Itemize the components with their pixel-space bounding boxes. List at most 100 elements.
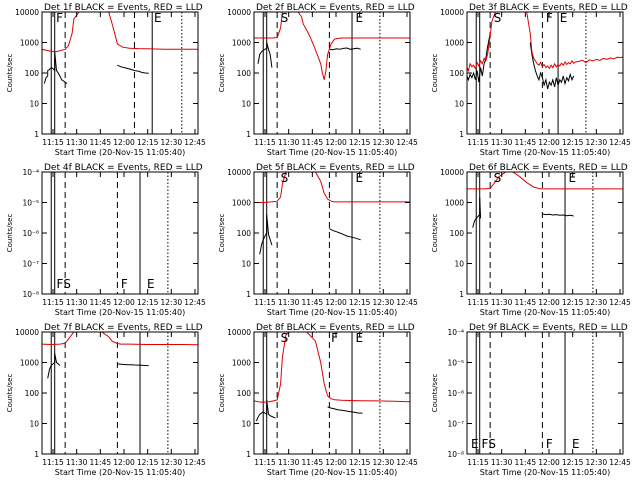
y-axis-label: Counts/sec [431,54,439,93]
events-series-line [43,51,68,84]
x-tick-label: 12:15 [562,138,584,147]
x-tick-label: 11:45 [302,138,324,147]
panel-4: F S F E10⁻⁸10⁻⁷10⁻⁶10⁻⁵10⁻⁴11:15 11:30 11:45 1… [6,163,206,317]
y-tick-label: 1000 [20,39,39,48]
x-tick-label: 11:30 [278,298,300,307]
x-tick-label: 11:15 [42,458,64,467]
x-tick-label: 12:45 [396,458,418,467]
y-tick-label: 1000 [232,199,251,208]
x-tick-label: 12:45 [184,298,206,307]
y-tick-label: 10⁻⁸ [22,290,39,299]
x-tick-label: 11:45 [302,458,324,467]
events-series-line [327,406,363,414]
events-series-line [329,47,361,51]
x-tick-label: 12:00 [113,298,135,307]
events-series-line [117,64,149,74]
events-series-line [259,214,273,255]
y-tick-label: 10 [29,420,39,429]
x-tick-label: 11:45 [515,138,537,147]
y-tick-label: 10 [454,260,464,269]
x-tick-label: 12:30 [161,458,183,467]
events-series-line [47,353,61,379]
x-tick-label: 11:15 [254,298,276,307]
x-tick-label: 11:30 [66,138,88,147]
phase-marker: S [281,11,289,25]
panel-9: E F S F E10⁻⁸10⁻⁷10⁻⁶10⁻⁵10⁻⁴11:15 11:30 11:45… [431,323,631,477]
panel-title: Det 1f BLACK = Events, RED = LLD [44,3,203,13]
x-tick-label: 11:30 [278,458,300,467]
y-tick-label: 1 [246,290,251,299]
events-series-line [257,42,273,68]
y-tick-label: 10000 [440,8,464,17]
x-tick-label: 12:30 [161,138,183,147]
panel-title: Det 2f BLACK = Events, RED = LLD [256,3,415,13]
y-axis-label: Counts/sec [218,374,226,413]
phase-marker: F [481,437,488,451]
y-axis-label: Counts/sec [6,214,14,253]
y-tick-label: 1 [459,290,464,299]
y-tick-label: 1 [34,130,39,139]
phase-marker: S [494,11,502,25]
events-series-line [542,213,574,217]
y-tick-label: 100 [450,229,465,238]
x-axis-label: Start Time (20-Nov-15 11:05:40) [480,468,610,477]
y-tick-label: 100 [25,389,40,398]
x-tick-label: 11:15 [42,298,64,307]
y-tick-label: 10⁻⁵ [447,359,464,368]
x-tick-label: 12:30 [586,458,608,467]
events-series-line [529,42,575,90]
x-tick-label: 12:30 [373,458,395,467]
panel-title: Det 5f BLACK = Events, RED = LLD [256,163,415,173]
lld-series-line [42,332,198,346]
y-tick-label: 10 [241,420,251,429]
y-tick-label: 10000 [15,328,39,337]
x-tick-label: 12:15 [562,458,584,467]
x-tick-label: 11:30 [491,138,513,147]
panel-title: Det 8f BLACK = Events, RED = LLD [256,323,415,333]
y-tick-label: 1 [459,130,464,139]
x-tick-label: 12:45 [184,138,206,147]
lld-series-line [254,332,410,403]
y-tick-label: 1 [246,130,251,139]
phase-marker: E [560,11,568,25]
y-tick-label: 10 [241,100,251,109]
panel-title: Det 7f BLACK = Events, RED = LLD [44,323,203,333]
x-tick-label: 11:15 [254,458,276,467]
x-axis-label: Start Time (20-Nov-15 11:05:40) [480,148,610,157]
y-tick-label: 1000 [445,39,464,48]
lld-series-line [467,12,623,73]
phase-marker: S [488,437,496,451]
x-tick-label: 12:15 [562,298,584,307]
y-tick-label: 10000 [227,8,251,17]
events-series-line [472,197,482,228]
events-series-line [467,33,491,83]
events-series-line [117,363,149,367]
phase-marker: E [569,171,577,185]
x-tick-label: 12:00 [113,138,135,147]
x-tick-label: 11:15 [254,138,276,147]
x-axis-label: Start Time (20-Nov-15 11:05:40) [55,148,185,157]
x-tick-label: 12:00 [538,138,560,147]
y-tick-label: 100 [25,69,40,78]
y-tick-label: 10000 [440,168,464,177]
y-tick-label: 10 [454,100,464,109]
phase-marker: F [121,277,128,291]
phase-marker: F [331,331,338,345]
phase-marker: E [154,11,162,25]
x-tick-label: 12:45 [609,458,631,467]
phase-marker: S [281,331,289,345]
y-tick-label: 10000 [15,8,39,17]
events-series-line [255,399,276,422]
x-tick-label: 11:30 [66,298,88,307]
y-tick-label: 100 [237,69,252,78]
x-tick-label: 12:15 [349,458,371,467]
x-tick-label: 12:15 [137,138,159,147]
x-tick-label: 11:45 [90,298,112,307]
y-tick-label: 100 [237,229,252,238]
x-axis-label: Start Time (20-Nov-15 11:05:40) [55,468,185,477]
